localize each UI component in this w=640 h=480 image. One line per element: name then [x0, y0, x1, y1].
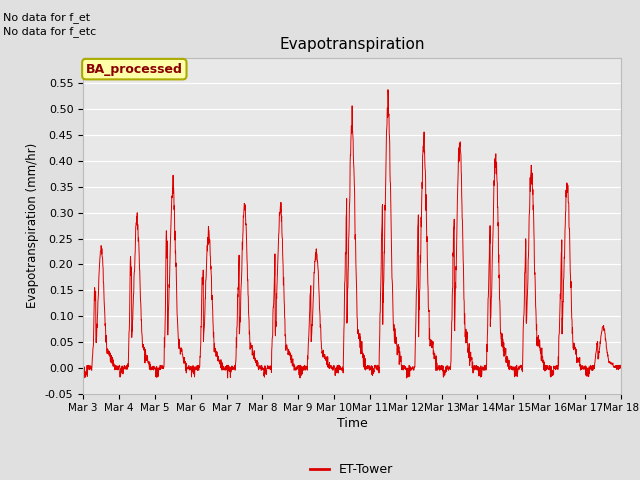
Text: No data for f_etc: No data for f_etc — [3, 26, 97, 37]
Title: Evapotranspiration: Evapotranspiration — [279, 37, 425, 52]
Text: BA_processed: BA_processed — [86, 63, 183, 76]
X-axis label: Time: Time — [337, 418, 367, 431]
Legend: ET-Tower: ET-Tower — [305, 458, 399, 480]
Text: No data for f_et: No data for f_et — [3, 12, 90, 23]
Y-axis label: Evapotranspiration (mm/hr): Evapotranspiration (mm/hr) — [26, 143, 39, 308]
